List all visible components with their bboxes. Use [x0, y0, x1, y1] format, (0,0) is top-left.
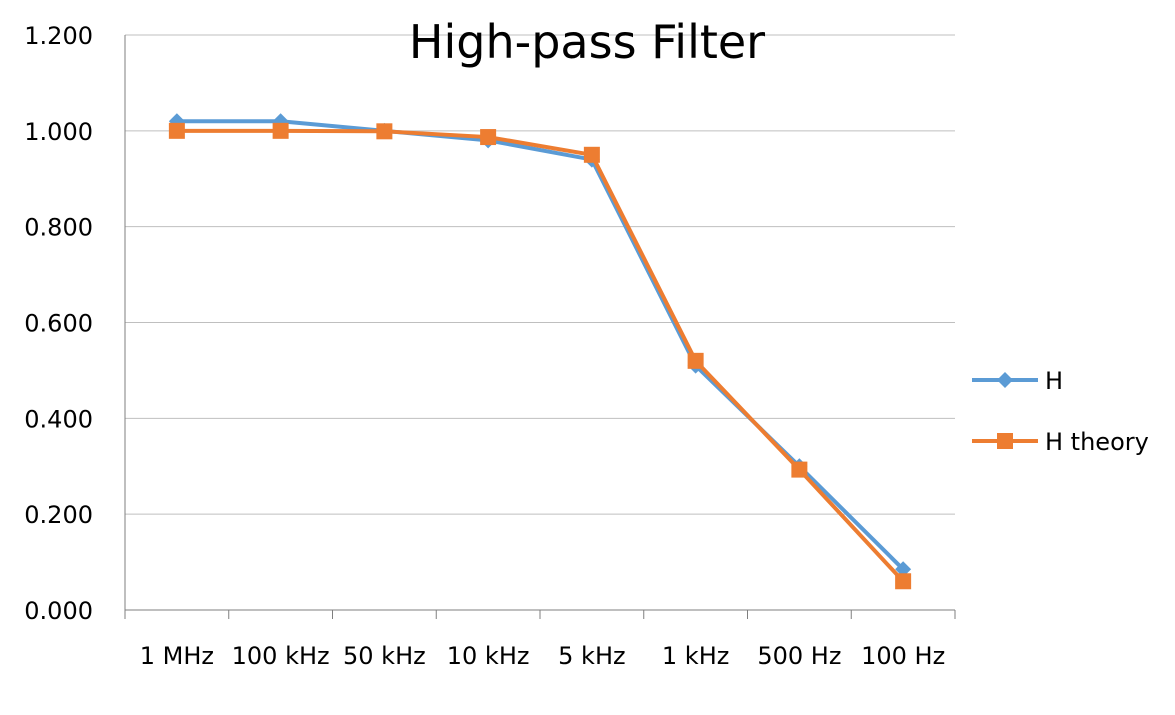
- grid-lines: [125, 34, 955, 515]
- legend-entry: H: [972, 367, 1063, 395]
- y-tick-label: 0.000: [24, 597, 93, 625]
- series-h-theory: [168, 122, 912, 590]
- y-tick-label: 1.000: [24, 118, 93, 146]
- series-group: [168, 113, 912, 590]
- data-point: [272, 122, 289, 139]
- x-tick-label: 100 Hz: [861, 642, 945, 670]
- data-point: [480, 129, 497, 146]
- legend-marker: [997, 372, 1013, 388]
- data-point: [583, 146, 600, 163]
- y-tick-label: 0.200: [24, 501, 93, 529]
- x-tick-label: 50 kHz: [343, 642, 426, 670]
- tick-labels: 0.000 0.200 0.400 0.600 0.800 1.000 1.200 1 MHz…: [24, 22, 945, 670]
- legend-label: H: [1045, 367, 1063, 395]
- axes: [124, 35, 956, 619]
- data-point: [168, 122, 185, 139]
- y-tick-label: 0.800: [24, 214, 93, 242]
- y-tick-label: 0.600: [24, 310, 93, 338]
- data-point: [687, 352, 704, 369]
- x-tick-label: 500 Hz: [757, 642, 841, 670]
- data-point: [376, 123, 393, 140]
- legend-label: H theory: [1045, 428, 1149, 456]
- series-line: [176, 119, 905, 571]
- legend-marker: [997, 433, 1013, 449]
- x-tick-label: 1 kHz: [662, 642, 729, 670]
- x-tick-label: 10 kHz: [447, 642, 530, 670]
- legend: H H theory: [972, 367, 1149, 456]
- series-line: [176, 128, 905, 583]
- legend-entry: H theory: [972, 428, 1149, 456]
- chart-title: High-pass Filter: [409, 15, 765, 69]
- y-tick-label: 0.400: [24, 405, 93, 433]
- series-h: [168, 113, 912, 578]
- x-tick-label: 100 kHz: [232, 642, 330, 670]
- x-tick-label: 1 MHz: [140, 642, 214, 670]
- data-point: [791, 461, 808, 478]
- y-tick-label: 1.200: [24, 22, 93, 50]
- data-point: [895, 573, 912, 590]
- x-tick-label: 5 kHz: [558, 642, 625, 670]
